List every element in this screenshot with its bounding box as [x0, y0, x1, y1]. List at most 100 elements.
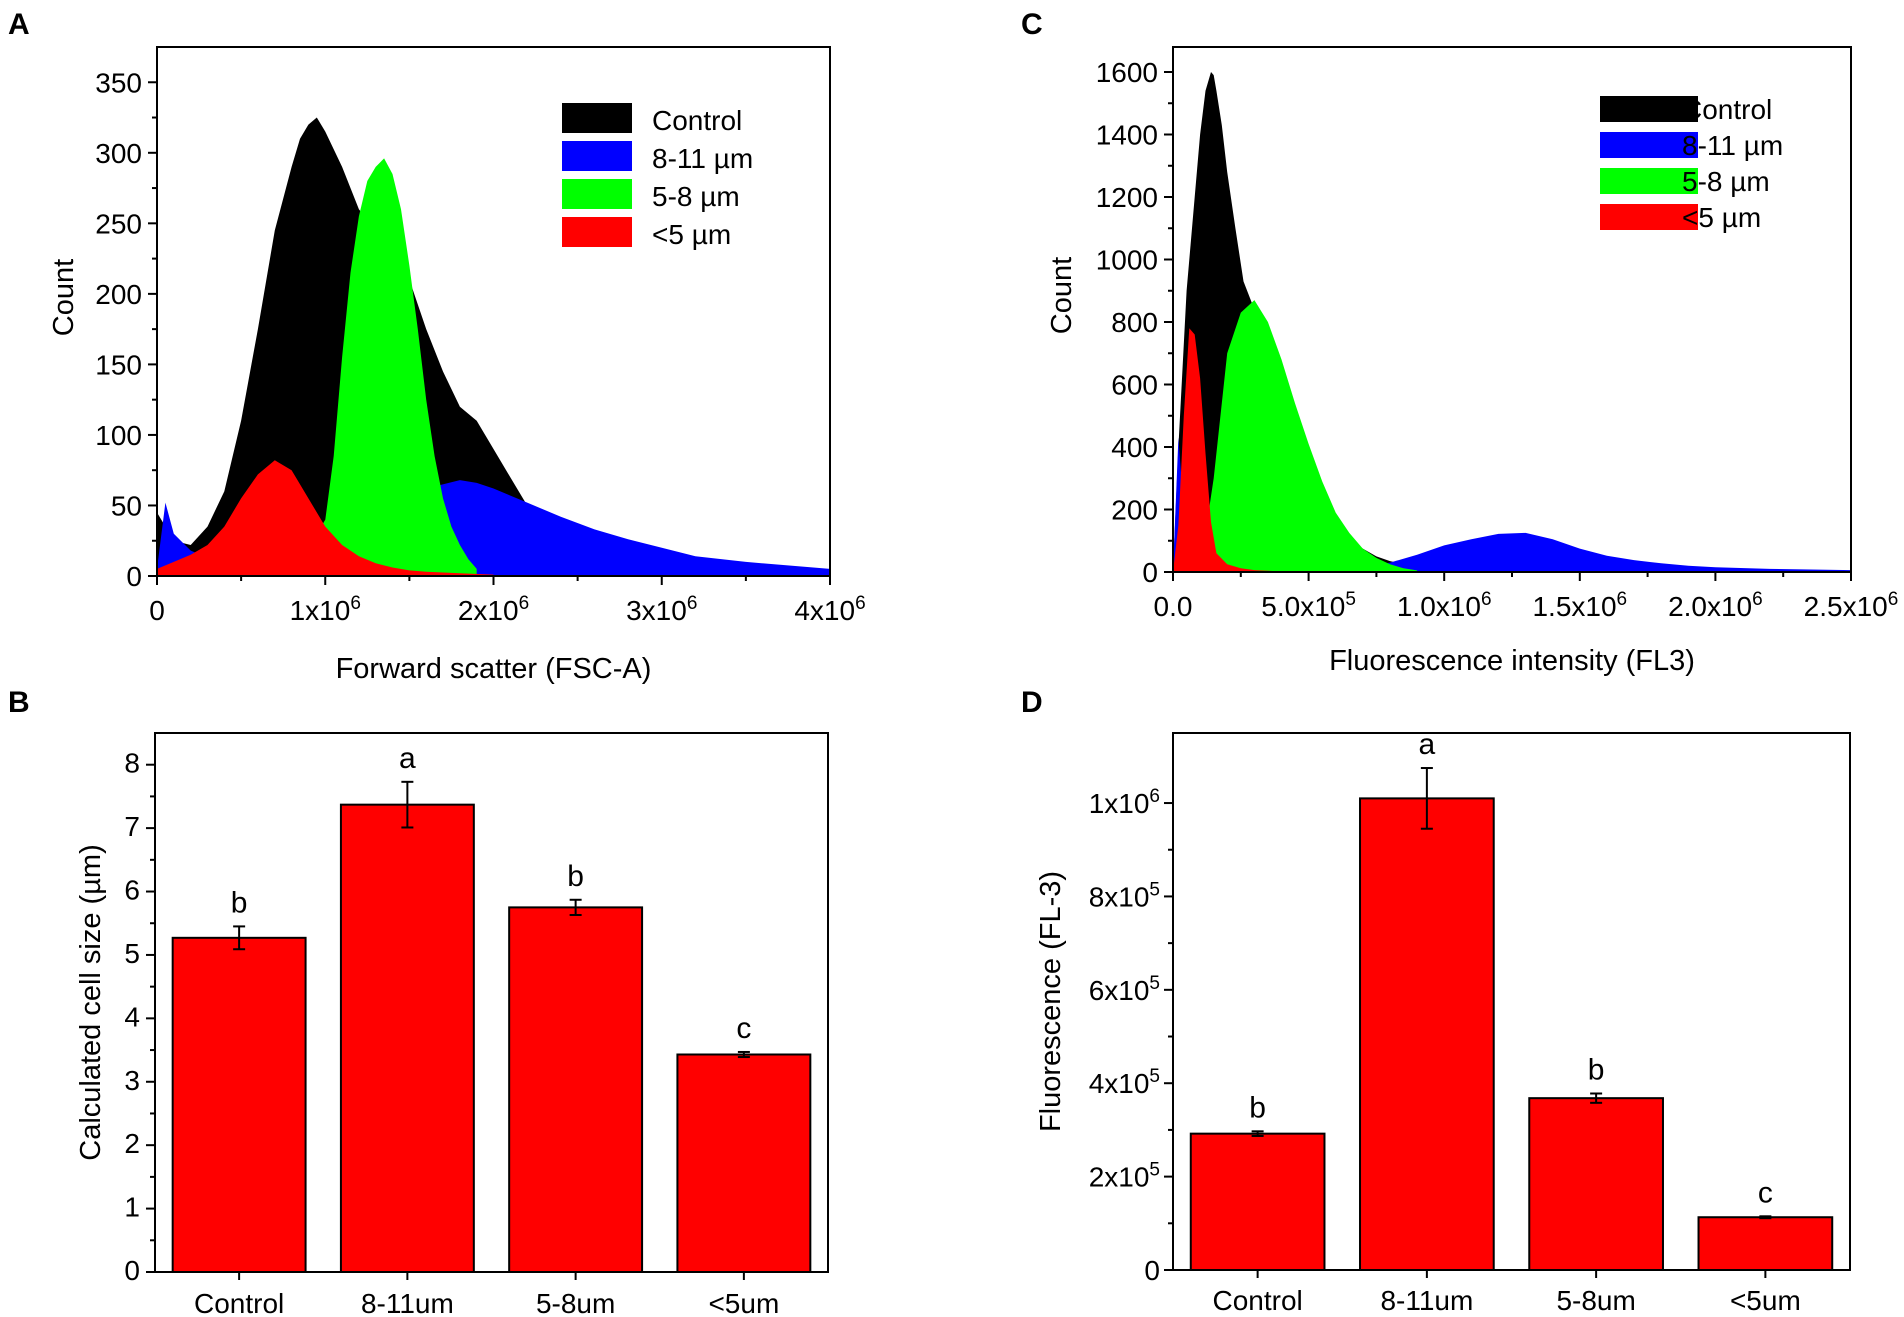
- y-tick-label: 200: [95, 279, 142, 310]
- series-area-2: [291, 158, 477, 576]
- panel-letter: D: [1021, 686, 1043, 719]
- y-tick-label: 1: [124, 1192, 140, 1223]
- y-tick-label: 250: [95, 208, 142, 239]
- legend-label: 5-8 µm: [652, 181, 740, 212]
- y-tick-label: 7: [124, 811, 140, 842]
- legend-swatch: [562, 103, 632, 133]
- y-tick-label: 3: [124, 1065, 140, 1096]
- x-tick-label-base: 1x10: [290, 595, 351, 626]
- x-tick-label: Control: [194, 1288, 284, 1317]
- y-tick-label: 800: [1111, 307, 1158, 338]
- bar: [1359, 797, 1495, 1271]
- y-tick-label: 5: [124, 938, 140, 969]
- y-tick-label: 0: [1144, 1255, 1160, 1286]
- x-tick-label: 3x106: [626, 593, 697, 626]
- x-tick-label-base: 3x10: [626, 595, 687, 626]
- significance-letter: b: [1249, 1091, 1266, 1124]
- y-tick-label: 200: [1111, 495, 1158, 526]
- significance-letter: b: [231, 886, 248, 919]
- x-tick-label-exp: 6: [350, 593, 361, 614]
- plot-frame: [1172, 732, 1851, 1271]
- x-tick-label: 2.0x106: [1668, 589, 1763, 622]
- x-tick-label-exp: 6: [1617, 589, 1628, 610]
- legend-label: <5 µm: [1682, 202, 1761, 233]
- bar: [508, 906, 644, 1273]
- series-area-2: [1200, 300, 1418, 572]
- series-area-0: [157, 117, 830, 576]
- x-tick-label: 1.0x106: [1397, 589, 1492, 622]
- legend-label: Control: [1682, 94, 1772, 125]
- legend: Control 8-11 µm 5-8 µm <5 µm: [562, 103, 753, 250]
- y-tick-label-exp: 5: [1149, 973, 1160, 994]
- y-tick-label: 0: [124, 1255, 140, 1286]
- series-area-3: [1173, 328, 1282, 572]
- bar: [171, 936, 307, 1273]
- legend-label: 5-8 µm: [1682, 166, 1770, 197]
- x-tick-label-base: 1.5x10: [1532, 591, 1616, 622]
- x-tick-label-exp: 6: [855, 593, 866, 614]
- bar: [1697, 1216, 1834, 1271]
- y-tick-label: 4x105: [1089, 1066, 1160, 1099]
- x-tick-label: 5-8um: [1556, 1285, 1635, 1316]
- x-tick-label: 2.5x106: [1804, 589, 1899, 622]
- series-area-1: [157, 480, 830, 576]
- significance-letter: a: [1419, 728, 1436, 761]
- legend-swatch: [562, 217, 632, 247]
- x-tick-label: <5um: [708, 1288, 779, 1317]
- y-tick-label: 1600: [1096, 57, 1158, 88]
- y-tick-label: 8x105: [1089, 879, 1160, 912]
- significance-letter: c: [1758, 1176, 1773, 1209]
- significance-letter: a: [399, 742, 416, 775]
- series-area-1: [1173, 437, 1851, 572]
- legend-swatch: [562, 141, 632, 171]
- y-tick-label: 350: [95, 67, 142, 98]
- bar: [1528, 1097, 1664, 1272]
- panel-b: b Control a 8-11um b 5-8um c <5um 0 1 2 3 4 5 6 7 8 Calcu…: [8, 686, 829, 1317]
- bar: [339, 803, 475, 1273]
- y-tick-label: 2: [124, 1128, 140, 1159]
- bar: [676, 1053, 812, 1274]
- legend-label: Control: [652, 105, 742, 136]
- x-tick-label: 2x106: [458, 593, 529, 626]
- x-tick-label: 1.5x106: [1532, 589, 1627, 622]
- y-tick-label: 2x105: [1089, 1160, 1160, 1193]
- x-tick-label: 0.0: [1154, 591, 1193, 622]
- y-tick-label: 1200: [1096, 182, 1158, 213]
- x-tick-label-exp: 6: [1752, 589, 1763, 610]
- legend-swatch: [1600, 132, 1698, 158]
- panel-letter: A: [8, 8, 30, 41]
- x-tick-label-base: 0.0: [1154, 591, 1193, 622]
- y-tick-label: 1400: [1096, 120, 1158, 151]
- y-tick-label: 0: [1142, 557, 1158, 588]
- y-tick-label-base: 4x10: [1089, 1068, 1150, 1099]
- x-tick-label-exp: 6: [519, 593, 530, 614]
- y-tick-label-base: 6x10: [1089, 975, 1150, 1006]
- x-axis-title: Fluorescence intensity (FL3): [1329, 645, 1695, 677]
- y-tick-label: 400: [1111, 432, 1158, 463]
- y-tick-label: 6x105: [1089, 973, 1160, 1006]
- y-tick-label-exp: 5: [1149, 1066, 1160, 1087]
- y-axis-title: Count: [1046, 257, 1078, 334]
- bar: [1189, 1132, 1326, 1271]
- y-axis-title: Count: [48, 259, 80, 336]
- x-tick-label-base: 5.0x10: [1261, 591, 1345, 622]
- y-tick-label-exp: 5: [1149, 879, 1160, 900]
- x-tick-label: 8-11um: [1380, 1285, 1473, 1316]
- legend-swatch: [562, 179, 632, 209]
- x-tick-label: <5um: [1730, 1285, 1801, 1316]
- series-area-3: [157, 460, 494, 576]
- panel-letter: B: [8, 686, 30, 719]
- significance-letter: b: [567, 860, 584, 893]
- panel-d: bControla8-11umb5-8umc<5um02x1054x1056x1…: [1021, 686, 1851, 1316]
- legend-swatch: [1600, 168, 1698, 194]
- x-tick-label-exp: 6: [687, 593, 698, 614]
- x-tick-label-base: 2.0x10: [1668, 591, 1752, 622]
- y-tick-label-base: 2x10: [1089, 1162, 1150, 1193]
- legend-label: 8-11 µm: [652, 143, 753, 174]
- panel-letter: C: [1021, 8, 1043, 41]
- y-tick-label-base: 1x10: [1089, 788, 1150, 819]
- legend: Control 8-11 µm 5-8 µm <5 µm: [1600, 94, 1783, 233]
- significance-letter: b: [1588, 1053, 1605, 1086]
- x-tick-label: 5-8um: [536, 1288, 615, 1317]
